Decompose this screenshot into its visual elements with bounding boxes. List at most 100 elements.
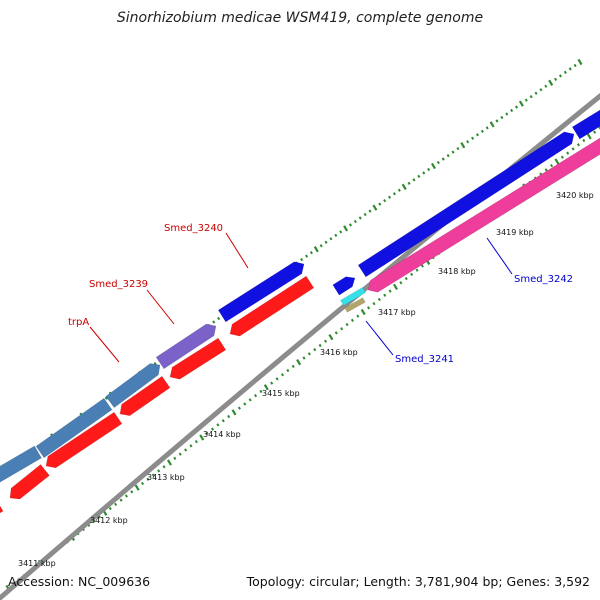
outer-tick [558,74,562,78]
smed3239-leader-line [146,289,175,325]
inner-tick [184,448,188,452]
outer-tick [544,84,548,88]
inner-tick [119,498,123,502]
trpA-leader-line [89,326,120,363]
inner-tick [593,130,597,134]
inner-tick [302,356,306,360]
inner-tick [114,502,118,506]
inner-tick [130,490,134,494]
scale-label: 3419 kbp [496,228,534,237]
inner-tick [178,452,182,456]
gene-feature-cyan [340,286,366,307]
outer-tick [446,153,450,158]
outer-tick [451,150,455,154]
inner-tick [324,339,328,343]
inner-tick [97,515,102,519]
outer-tick [348,223,353,227]
inner-tick [404,276,408,281]
outer-tick [471,136,475,140]
inner-tick [254,394,258,398]
inner-tick [377,297,381,302]
gene-feature-small [332,276,356,296]
inner-tick [263,384,269,391]
inner-tick [383,293,387,297]
outer-tick [339,230,343,234]
outer-tick [495,119,499,123]
scale-label: 3417 kbp [378,308,416,317]
scale-label: 3415 kbp [262,389,300,398]
inner-tick [216,423,220,427]
inner-tick [388,289,392,293]
outer-tick [431,162,436,170]
outer-tick [104,396,108,400]
gene-feature-rev [45,411,123,469]
inner-tick [237,406,241,410]
inner-tick [151,473,155,477]
outer-tick [217,316,221,321]
inner-tick [399,281,403,285]
genome-summary-text: Topology: circular; Length: 3,781,904 bp… [246,574,590,589]
gene-feature-rev [0,505,4,514]
gene-feature-rev [229,275,315,337]
smed3241-leader-line [365,320,394,356]
gene-label-smed3242: Smed_3242 [514,274,573,285]
inner-tick [566,151,570,155]
inner-tick [415,268,419,272]
inner-tick [146,477,150,481]
inner-tick [162,465,166,469]
gene-feature-tan [344,297,366,313]
outer-tick [524,98,528,102]
gene-label-smed3239: Smed_3239 [89,279,148,290]
inner-tick [334,331,338,335]
inner-tick [108,506,112,511]
outer-tick [577,58,583,66]
outer-tick [514,105,519,109]
inner-tick [199,434,205,441]
outer-tick [329,237,333,241]
inner-tick [345,322,349,327]
gene-label-trpA: trpA [68,317,89,328]
outer-tick [485,126,489,130]
inner-tick [576,143,580,147]
gene-feature-smed3240 [217,261,305,323]
inner-tick [420,264,424,268]
outer-tick [334,233,338,237]
gene-feature-fwd [35,397,113,459]
inner-tick [544,168,548,172]
outer-tick [212,320,216,324]
gene-feature-smed3239 [155,323,217,370]
outer-tick [456,147,460,151]
gene-feature-rev [169,337,227,380]
outer-tick [529,95,533,99]
inner-tick [189,444,193,448]
inner-tick [275,377,279,381]
outer-tick [417,174,421,179]
inner-tick [124,494,128,498]
outer-tick [363,212,367,217]
gene-features [0,109,600,514]
outer-tick [378,202,382,206]
inner-tick [248,398,252,402]
smed3242-leader-line [486,237,513,275]
inner-tick [554,158,560,165]
gene-label-smed3241: Smed_3241 [395,354,454,365]
accession-text: Accession: NC_009636 [8,574,151,589]
gene-label-smed3240: Smed_3240 [164,223,223,234]
inner-tick [318,343,322,348]
gene-feature-fwd-edge [571,109,600,140]
inner-tick [356,314,360,318]
outer-tick [324,240,328,244]
outer-tick [539,88,543,92]
scale-label: 3418 kbp [438,267,476,276]
inner-tick [296,359,302,366]
inner-tick [328,333,334,341]
scale-label: 3414 kbp [203,430,241,439]
map-title: Sinorhizobium medicae WSM419, complete g… [116,10,484,26]
outer-tick [548,79,554,86]
outer-tick [358,216,362,220]
inner-tick [205,431,209,435]
outer-tick [568,67,572,71]
scale-label: 3416 kbp [320,348,358,357]
